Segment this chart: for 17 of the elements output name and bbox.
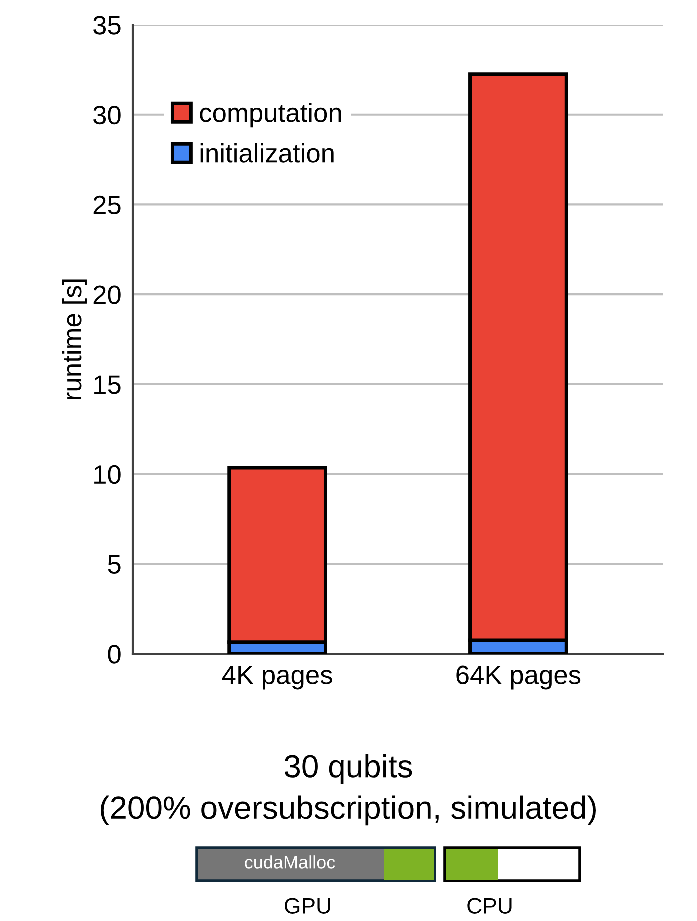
text: CPU: [468, 898, 512, 914]
x-tick-label: 64K pages: [456, 666, 581, 690]
text: 30 qubits (200% oversubscription, simulated): [101, 754, 596, 826]
legend-label: computation: [200, 103, 342, 128]
y-tick-label: 10: [94, 465, 121, 484]
y-tick-label: 30: [94, 106, 121, 125]
y-tick-label: 35: [94, 16, 121, 35]
legend-label: initialization: [200, 143, 334, 163]
y-tick-label: 15: [94, 376, 121, 394]
y-tick-label: 25: [94, 196, 121, 215]
y-tick-label: 0: [108, 645, 121, 664]
x-tick-label: 4K pages: [222, 666, 332, 690]
y-axis-title: runtime [s]: [62, 280, 87, 400]
y-tick-label: 20: [94, 286, 121, 304]
text: cudaMalloc: [245, 856, 336, 869]
text: GPU: [285, 898, 330, 914]
y-tick-label: 5: [108, 556, 121, 574]
